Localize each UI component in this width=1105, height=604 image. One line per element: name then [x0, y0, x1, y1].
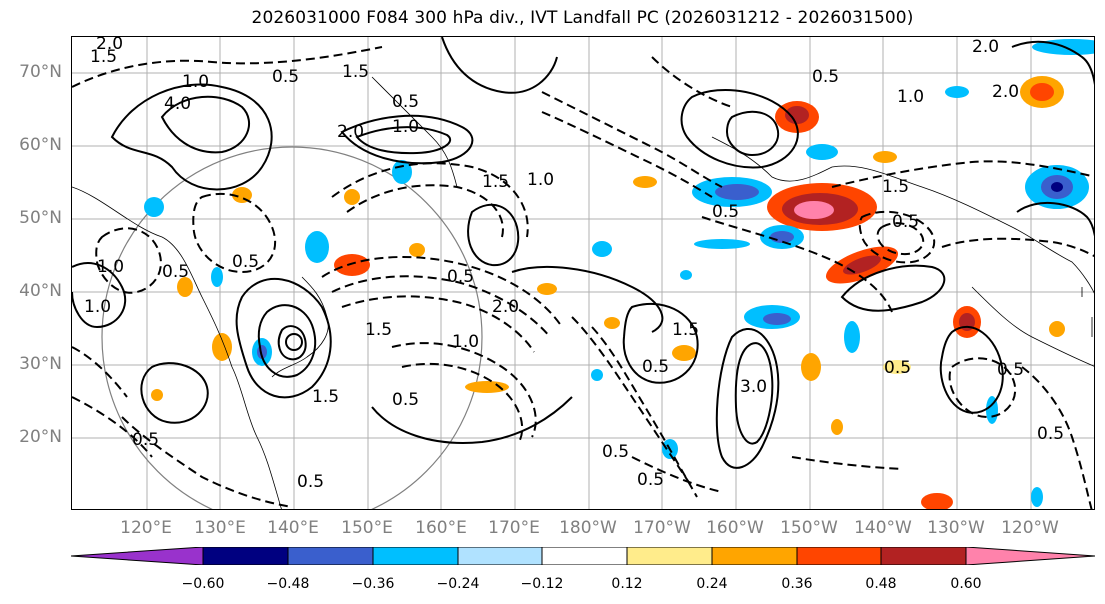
lat-label-40: 40°N [19, 281, 62, 301]
contour-label: 1.0 [897, 87, 924, 107]
contour-label: 1.0 [182, 72, 209, 92]
colorbar-extend-min [71, 547, 203, 565]
lon-label-160e: 160°E [415, 518, 467, 538]
contour-label: 1.5 [672, 320, 699, 340]
colorbar-tick-label: 0.36 [781, 576, 813, 592]
lon-label-150e: 150°E [341, 518, 393, 538]
lat-label-50: 50°N [19, 208, 62, 228]
contour-label: 1.5 [312, 387, 339, 407]
shaded-divergence [144, 39, 1094, 509]
contour-label: 0.5 [884, 358, 911, 378]
lon-label-170w: 170°W [633, 518, 691, 538]
contour-label: 0.5 [132, 430, 159, 450]
colorbar-tick-label: −0.12 [520, 576, 564, 592]
colorbar-bin [797, 547, 881, 565]
contour-label: 0.5 [997, 360, 1024, 380]
map-panel: 2.0 1.5 4.0 1.0 0.5 1.5 2.0 0.5 1.0 2.0 … [71, 36, 1095, 510]
contour-label: 1.5 [882, 177, 909, 197]
contour-label: 3.0 [740, 377, 767, 397]
contour-label: 2.0 [337, 122, 364, 142]
contour-label: 0.5 [602, 442, 629, 462]
contour-label: 1.0 [97, 257, 124, 277]
lon-label-140e: 140°E [267, 518, 319, 538]
lon-label-180w: 180°W [559, 518, 617, 538]
lat-label-70: 70°N [19, 62, 62, 82]
contour-label: 0.5 [1037, 424, 1064, 444]
contour-label: 0.5 [162, 262, 189, 282]
lon-label-170e: 170°E [488, 518, 540, 538]
contour-label: 0.5 [637, 470, 664, 490]
contour-label: 2.0 [492, 297, 519, 317]
graticule [72, 37, 1094, 509]
colorbar-tick-label: 0.60 [950, 576, 982, 592]
contour-label: 2.0 [972, 37, 999, 57]
contour-label: 0.5 [712, 202, 739, 222]
contour-label: 1.5 [482, 172, 509, 192]
contour-label: 1.5 [365, 320, 392, 340]
colorbar [71, 547, 1095, 565]
contour-label: 0.5 [812, 67, 839, 87]
positive-contours [72, 37, 1094, 469]
colorbar-bin [542, 547, 627, 565]
contour-label: 0.5 [392, 390, 419, 410]
colorbar-tick-label: 0.24 [696, 576, 728, 592]
coastlines [72, 76, 1094, 509]
lat-label-30: 30°N [19, 354, 62, 374]
colorbar-bin [288, 547, 373, 565]
colorbar-bin [203, 547, 288, 565]
colorbar-bin [373, 547, 458, 565]
contour-label: 4.0 [164, 94, 191, 114]
colorbar-tick-label: −0.60 [181, 576, 225, 592]
contour-label: 1.0 [392, 117, 419, 137]
contour-label: 0.5 [892, 212, 919, 232]
colorbar-bin [627, 547, 712, 565]
contour-label: 1.0 [527, 170, 554, 190]
lon-label-160w: 160°W [706, 518, 764, 538]
contour-label: 2.0 [992, 82, 1019, 102]
colorbar-bin [458, 547, 542, 565]
map-title: 2026031000 F084 300 hPa div., IVT Landfa… [251, 8, 914, 28]
colorbar-bin [712, 547, 797, 565]
contour-label: 1.0 [452, 332, 479, 352]
colorbar-bin [881, 547, 966, 565]
map-svg: 2.0 1.5 4.0 1.0 0.5 1.5 2.0 0.5 1.0 2.0 … [72, 37, 1094, 509]
contour-label: 1.5 [342, 62, 369, 82]
lat-label-60: 60°N [19, 135, 62, 155]
contour-label: 0.5 [642, 357, 669, 377]
contour-label: 0.5 [392, 92, 419, 112]
colorbar-tick-label: −0.36 [351, 576, 395, 592]
contour-label: 0.5 [272, 67, 299, 87]
colorbar-tick-label: −0.24 [436, 576, 480, 592]
lon-label-120e: 120°E [120, 518, 172, 538]
colorbar-tick-label: −0.48 [266, 576, 310, 592]
contour-label: 2.0 [96, 37, 123, 54]
contour-label: 0.5 [447, 267, 474, 287]
colorbar-tick-label: 0.12 [611, 576, 643, 592]
contour-label: 0.5 [232, 252, 259, 272]
lon-label-140w: 140°W [854, 518, 912, 538]
contour-label: 0.5 [297, 472, 324, 492]
lon-label-130e: 130°E [194, 518, 246, 538]
lat-label-20: 20°N [19, 427, 62, 447]
lon-label-150w: 150°W [780, 518, 838, 538]
lon-label-120w: 120°W [1001, 518, 1059, 538]
colorbar-tick-label: 0.48 [865, 576, 897, 592]
contour-label: 1.0 [84, 297, 111, 317]
negative-contours [72, 46, 1094, 509]
colorbar-ticks [202, 547, 967, 565]
lon-label-130w: 130°W [927, 518, 985, 538]
radius-circle [101, 146, 483, 509]
colorbar-extend-max [966, 547, 1095, 565]
contour-label: 1.5 [90, 47, 117, 67]
contour-labels: 2.0 1.5 4.0 1.0 0.5 1.5 2.0 0.5 1.0 2.0 … [84, 37, 1064, 492]
